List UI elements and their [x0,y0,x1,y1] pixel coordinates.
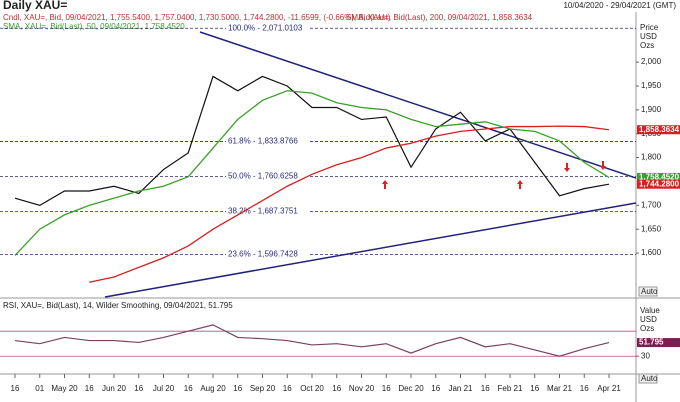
fib-label-bg [226,136,308,147]
trendline [199,31,637,179]
axis-title: Value [640,306,660,315]
x-tick-label: 01 [35,384,44,393]
x-tick-label: Aug 20 [200,384,226,393]
last-value-label: 1,858.3634 [639,125,680,134]
x-tick-label: 16 [11,384,20,393]
x-tick-label: Dec 20 [398,384,424,393]
y-tick-label: 30 [641,351,650,360]
fib-label: 23.6% - 1,596.7428 [228,250,298,259]
series-line [89,125,610,283]
rsi-legend: RSI, XAU=, Bid(Last), 14, Wilder Smoothi… [3,301,233,310]
x-tick-label: 16 [332,384,341,393]
arrows [382,161,606,189]
x-tick-label: May 20 [51,384,78,393]
axis-title: Price [640,23,659,32]
fib-label: 100.0% - 2,071.0103 [228,23,303,32]
last-value-tag [637,172,680,182]
x-tick-label: Mar 21 [547,384,572,393]
axis-title: USD [640,315,657,324]
scale-button[interactable] [638,373,658,384]
up-arrow [517,180,523,189]
x-tick-label: 16 [233,384,242,393]
fib-label-bg [226,249,308,260]
down-arrow [564,163,570,172]
up-arrow [382,180,388,189]
last-value-label: 51.795 [639,338,664,347]
down-arrow [600,161,606,170]
x-tick-label: 16 [134,384,143,393]
fib-label-bg [226,206,308,217]
x-tick-label: Jul 20 [153,384,175,393]
x-tick-label: 16 [382,384,391,393]
scale-button-label[interactable]: Auto [641,287,658,296]
legend-text: Cndl, XAU=, Bid, 09/04/2021, 1,755.5400,… [3,13,391,22]
y-tick-label: 1,900 [641,105,662,114]
series-line [14,90,610,256]
x-tick-label: 16 [580,384,589,393]
x-tick-label: Jan 21 [448,384,473,393]
y-tick-label: 1,600 [641,248,662,257]
last-value-tag [637,338,680,348]
axis-title: USD [640,32,657,41]
last-value-label: 1,744.2800 [639,179,680,188]
fib-label-bg [226,171,308,182]
series-line [14,324,610,357]
last-value-tag [637,125,680,135]
x-tick-label: Sep 20 [250,384,276,393]
legend-text: SMA, XAU=, Bid(Last), 200, 09/04/2021, 1… [346,13,533,22]
legend-text: SMA, XAU=, Bid(Last), 50, 09/04/2021, 1,… [3,22,185,31]
x-tick-label: 16 [431,384,440,393]
axis-title: Ozs [640,324,654,333]
x-tick-label: Apr 21 [597,384,621,393]
scale-button-label[interactable]: Auto [641,374,658,383]
last-value-tag [637,179,680,189]
x-tick-label: Feb 21 [498,384,523,393]
x-tick-label: Jun 20 [102,384,127,393]
fib-label: 61.8% - 1,833.8766 [228,137,298,146]
fib-label-bg [226,23,308,34]
x-tick-label: 16 [85,384,94,393]
fib-label: 50.0% - 1,760.6258 [228,172,298,181]
y-tick-label: 1,650 [641,224,662,233]
y-tick-label: 1,950 [641,81,662,90]
axis-title: Ozs [640,41,654,50]
fib-label: 38.2% - 1,687.3751 [228,206,298,215]
x-tick-label: 16 [184,384,193,393]
x-tick-label: Nov 20 [349,384,375,393]
x-tick-label: 16 [530,384,539,393]
y-tick-label: 1,700 [641,200,662,209]
y-tick-label: 2,000 [641,57,662,66]
chart-title: Daily XAU= [3,0,67,12]
x-tick-label: 16 [283,384,292,393]
y-tick-label: 1,800 [641,153,662,162]
x-tick-label: Oct 20 [300,384,324,393]
scale-button[interactable] [638,286,658,297]
last-value-label: 1,758.4520 [639,173,680,182]
date-range: 10/04/2020 - 29/04/2021 (GMT) [563,1,676,10]
x-tick-label: 16 [481,384,490,393]
trendline [104,202,637,298]
